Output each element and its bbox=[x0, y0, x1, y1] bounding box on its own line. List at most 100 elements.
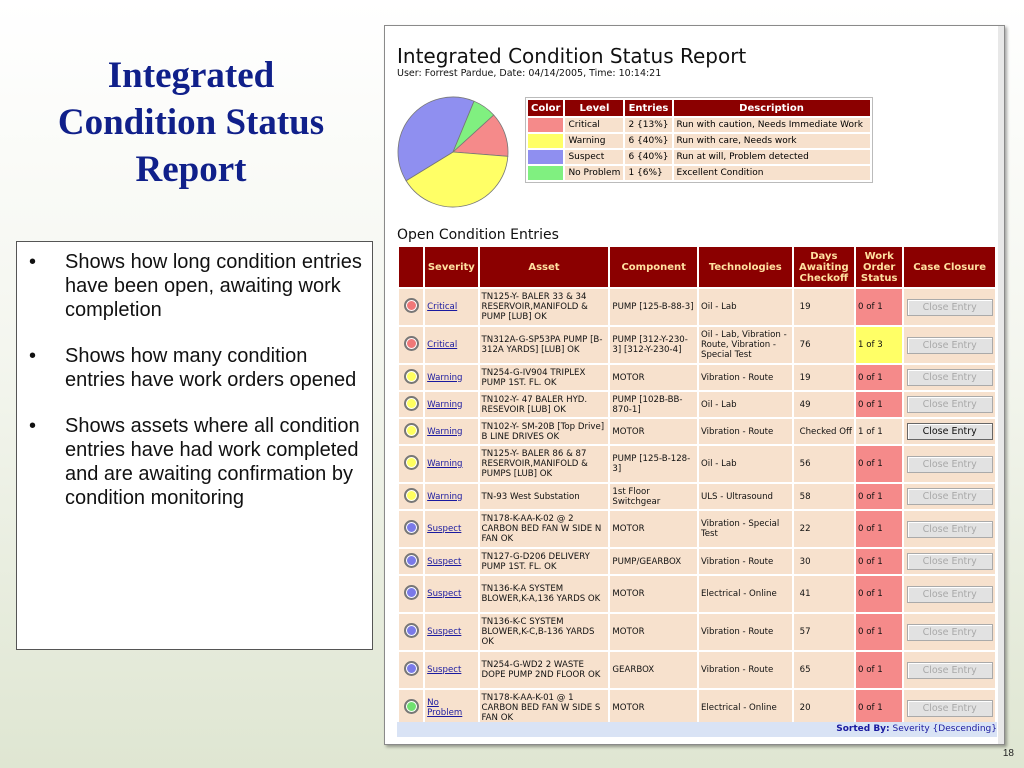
entries-header-cell[interactable]: Case Closure bbox=[904, 247, 995, 287]
close-entry-button[interactable]: Close Entry bbox=[906, 661, 993, 679]
asset-cell: TN125-Y- BALER 86 & 87 RESERVOIR,MANIFOL… bbox=[479, 446, 609, 482]
severity-link[interactable]: No Problem bbox=[427, 698, 463, 718]
legend-header-cell: Entries bbox=[625, 100, 672, 116]
days-cell: 57 bbox=[793, 614, 855, 650]
asset-cell: TN125-Y- BALER 33 & 34 RESERVOIR,MANIFOL… bbox=[479, 289, 609, 325]
close-entry-button[interactable]: Close Entry bbox=[906, 396, 993, 413]
severity-cell: Suspect bbox=[425, 652, 478, 688]
legend-row: Warning 6 {40%} Run with care, Needs work bbox=[528, 134, 870, 148]
severity-link[interactable]: Suspect bbox=[427, 589, 462, 599]
asset-cell: TN136-K-A SYSTEM BLOWER,K-A,136 YARDS OK bbox=[479, 576, 609, 612]
close-entry-button[interactable]: Close Entry bbox=[906, 369, 993, 386]
work-order-status-cell: 0 of 1 bbox=[856, 549, 903, 574]
close-entry-button[interactable]: Close Entry bbox=[906, 623, 993, 641]
severity-circle-icon bbox=[403, 336, 419, 351]
technologies-cell: Electrical - Online bbox=[698, 576, 792, 612]
legend-description-cell: Run with caution, Needs Immediate Work bbox=[673, 118, 870, 132]
sort-value[interactable]: Severity {Descending} bbox=[892, 724, 997, 734]
severity-link[interactable]: Warning bbox=[427, 426, 463, 437]
severity-circle-icon bbox=[403, 368, 419, 384]
entries-header-cell[interactable]: Component bbox=[610, 247, 697, 287]
bullet-item: • Shows how long condition entries have b… bbox=[29, 250, 364, 322]
close-entry-button[interactable]: Close Entry bbox=[906, 553, 993, 570]
slide-title-line: Report bbox=[135, 149, 247, 190]
technologies-cell: Oil - Lab bbox=[698, 289, 792, 325]
days-cell: 76 bbox=[793, 327, 855, 363]
component-cell: PUMP [125-B-88-3] bbox=[610, 289, 697, 325]
severity-circle-icon bbox=[403, 298, 419, 313]
severity-link[interactable]: Warning bbox=[427, 399, 463, 410]
severity-link[interactable]: Suspect bbox=[427, 524, 462, 534]
severity-link[interactable]: Critical bbox=[427, 340, 458, 350]
technologies-cell: Vibration - Route bbox=[698, 652, 792, 688]
legend-color-swatch bbox=[528, 134, 564, 148]
table-row: Suspect TN254-G-WD2 2 WASTE DOPE PUMP 2ND… bbox=[399, 652, 995, 688]
severity-circle-icon bbox=[403, 455, 419, 470]
severity-icon-cell bbox=[399, 652, 424, 688]
legend-header-cell: Color bbox=[528, 100, 564, 116]
sort-label: Sorted By: bbox=[836, 724, 890, 734]
asset-cell: TN254-G-WD2 2 WASTE DOPE PUMP 2ND FLOOR … bbox=[479, 652, 609, 688]
table-row: Suspect TN127-G-D206 DELIVERY PUMP 1ST. F… bbox=[399, 549, 995, 574]
asset-cell: TN102-Y- 47 BALER HYD. RESEVOIR [LUB] OK bbox=[479, 392, 609, 417]
close-entry-button[interactable]: Close Entry bbox=[906, 423, 993, 440]
bullet-item: • Shows how many condition entries have w… bbox=[29, 344, 364, 392]
pie-slice-no-problem bbox=[452, 100, 495, 153]
severity-cell: Critical bbox=[425, 289, 478, 325]
close-entry-button[interactable]: Close Entry bbox=[906, 455, 993, 473]
table-row: Warning TN254-G-IV904 TRIPLEX PUMP 1ST. F… bbox=[399, 365, 995, 390]
work-order-status-cell: 0 of 1 bbox=[856, 690, 903, 726]
asset-cell: TN254-G-IV904 TRIPLEX PUMP 1ST. FL. OK bbox=[479, 365, 609, 390]
asset-cell: TN178-K-AA-K-01 @ 1 CARBON BED FAN W SID… bbox=[479, 690, 609, 726]
scrollbar[interactable] bbox=[998, 26, 1004, 744]
entries-header-cell[interactable]: Days Awaiting Checkoff bbox=[793, 247, 855, 287]
technologies-cell: Oil - Lab, Vibration - Route, Vibration … bbox=[698, 327, 792, 363]
report-user-line: User: Forrest Pardue, Date: 04/14/2005, … bbox=[397, 68, 662, 79]
pie-slice-suspect bbox=[397, 96, 475, 182]
close-entry-button[interactable]: Close Entry bbox=[906, 699, 993, 717]
legend-header-cell: Level bbox=[565, 100, 624, 116]
open-entries-title: Open Condition Entries bbox=[397, 227, 559, 243]
technologies-cell: Vibration - Route bbox=[698, 614, 792, 650]
severity-link[interactable]: Warning bbox=[427, 372, 463, 383]
entries-header-row: Severity Asset Component Technologies Da… bbox=[399, 247, 995, 287]
close-entry-button[interactable]: Close Entry bbox=[906, 336, 993, 354]
technologies-cell: Vibration - Route bbox=[698, 419, 792, 444]
days-cell: 22 bbox=[793, 511, 855, 547]
entries-header-cell[interactable]: Asset bbox=[479, 247, 609, 287]
pie-slice-warning bbox=[405, 151, 509, 208]
severity-link[interactable]: Critical bbox=[427, 302, 458, 312]
severity-cell: Warning bbox=[425, 484, 478, 509]
asset-cell: TN178-K-AA-K-02 @ 2 CARBON BED FAN W SID… bbox=[479, 511, 609, 547]
severity-link[interactable]: Suspect bbox=[427, 665, 462, 675]
component-cell: MOTOR bbox=[610, 511, 697, 547]
severity-cell: No Problem bbox=[425, 690, 478, 726]
entries-header-cell[interactable]: Severity bbox=[425, 247, 478, 287]
page-number: 18 bbox=[1002, 748, 1014, 759]
technologies-cell: Vibration - Special Test bbox=[698, 511, 792, 547]
severity-link[interactable]: Suspect bbox=[427, 556, 462, 567]
table-row: Suspect TN178-K-AA-K-02 @ 2 CARBON BED FA… bbox=[399, 511, 995, 547]
entries-header-cell[interactable]: Work Order Status bbox=[856, 247, 903, 287]
table-row: Warning TN125-Y- BALER 86 & 87 RESERVOIR,… bbox=[399, 446, 995, 482]
close-entry-button[interactable]: Close Entry bbox=[906, 585, 993, 603]
close-entry-button[interactable]: Close Entry bbox=[906, 520, 993, 538]
close-entry-button[interactable]: Close Entry bbox=[906, 298, 993, 316]
severity-link[interactable]: Warning bbox=[427, 491, 463, 502]
legend-level-cell: No Problem bbox=[565, 166, 624, 180]
entries-header-cell[interactable]: Technologies bbox=[698, 247, 792, 287]
legend-level-cell: Critical bbox=[565, 118, 624, 132]
legend-entries-cell: 1 {6%} bbox=[625, 166, 672, 180]
close-entry-button[interactable]: Close Entry bbox=[906, 488, 993, 505]
severity-circle-icon bbox=[403, 699, 419, 714]
severity-link[interactable]: Suspect bbox=[427, 627, 462, 637]
report-title: Integrated Condition Status Report bbox=[397, 44, 747, 68]
severity-link[interactable]: Warning bbox=[427, 459, 463, 469]
work-order-status-cell: 0 of 1 bbox=[856, 484, 903, 509]
case-closure-cell: Close Entry bbox=[904, 484, 995, 509]
severity-icon-cell bbox=[399, 289, 424, 325]
case-closure-cell: Close Entry bbox=[904, 549, 995, 574]
case-closure-cell: Close Entry bbox=[904, 327, 995, 363]
case-closure-cell: Close Entry bbox=[904, 419, 995, 444]
component-cell: MOTOR bbox=[610, 365, 697, 390]
